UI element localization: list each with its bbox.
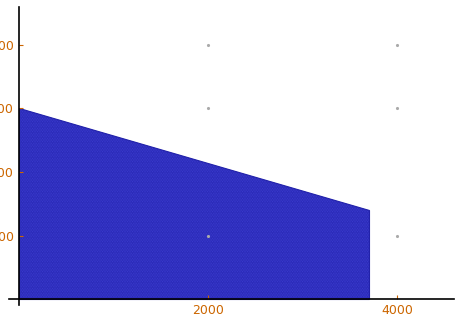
Polygon shape bbox=[19, 108, 369, 299]
